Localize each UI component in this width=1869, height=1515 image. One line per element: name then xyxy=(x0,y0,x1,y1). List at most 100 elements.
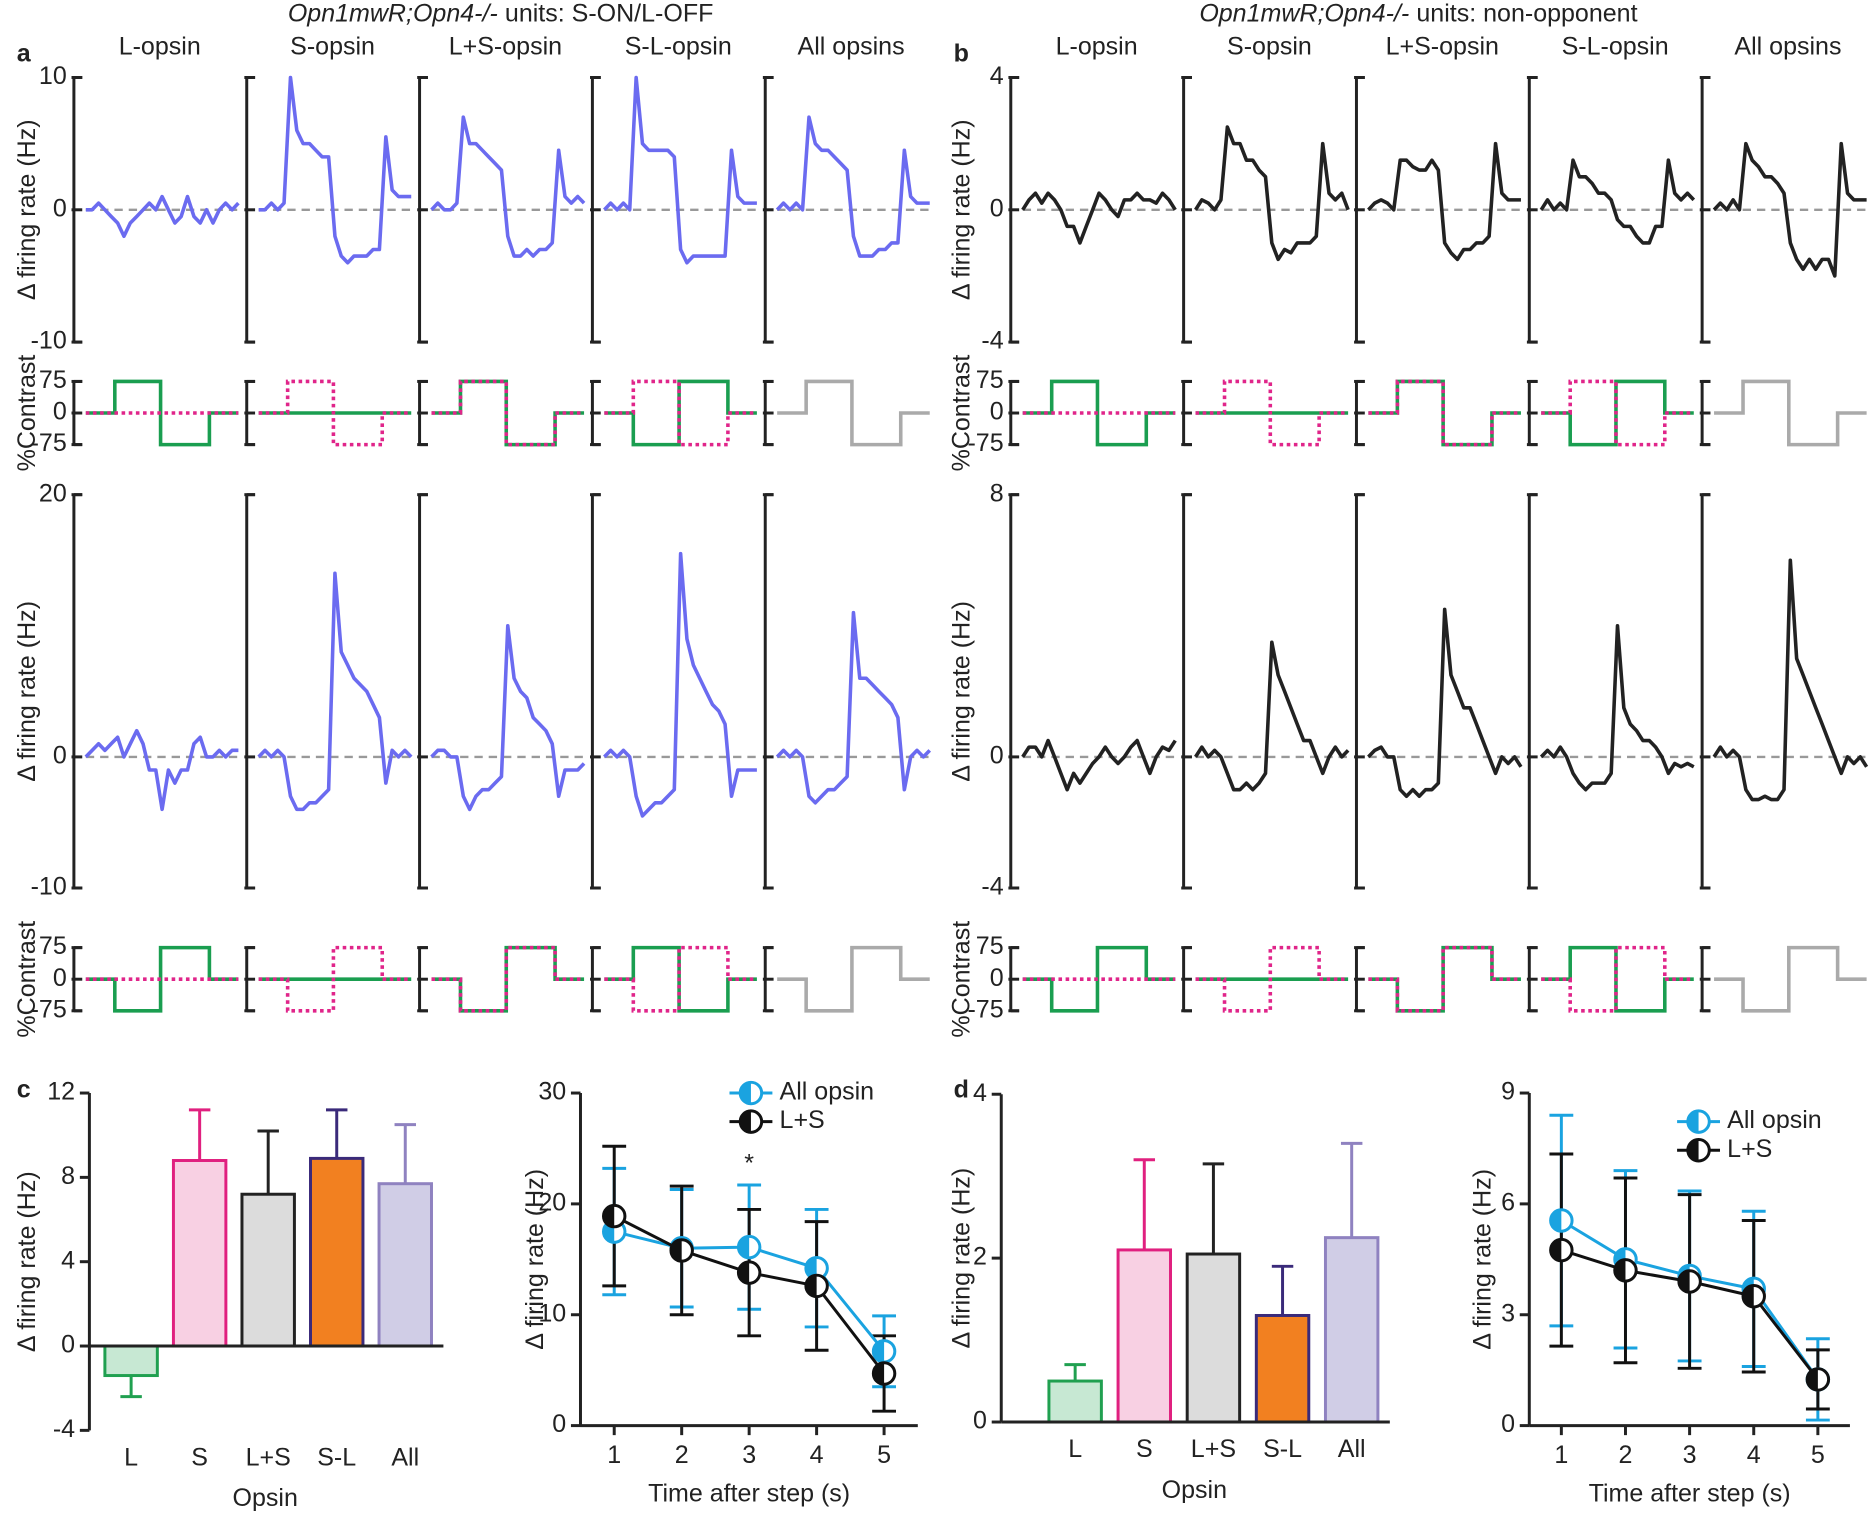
x-axis-label: Time after step (s) xyxy=(648,1479,850,1507)
y-axis-label: %Contrast xyxy=(13,355,41,472)
marker xyxy=(1613,1258,1638,1283)
trace xyxy=(257,571,413,812)
y-tick-label: 75 xyxy=(976,932,1004,960)
y-tick-label: 8 xyxy=(61,1162,75,1190)
bar xyxy=(1047,1379,1103,1424)
column-title: L+S-opsin xyxy=(449,32,562,60)
y-tick-label: 0 xyxy=(1501,1410,1515,1438)
y-tick-label: 3 xyxy=(1501,1299,1515,1327)
marker-half xyxy=(1807,1368,1818,1391)
stimulus xyxy=(1195,945,1349,1013)
stimulus xyxy=(777,379,930,447)
y-tick-label: 20 xyxy=(39,479,67,507)
column-title: S-L-opsin xyxy=(1562,32,1669,60)
marker xyxy=(1805,1367,1831,1392)
x-tick-label: L xyxy=(1068,1435,1082,1463)
trace xyxy=(1539,158,1696,245)
stimulus xyxy=(604,379,757,447)
x-tick-label: 3 xyxy=(1683,1441,1697,1469)
title-units: units: S-ON/L-OFF xyxy=(505,0,714,27)
y-axis-label: Δ firing rate (Hz) xyxy=(948,119,976,300)
y-tick-label: -10 xyxy=(31,327,67,355)
panel-title: Opn1mwR;Opn4-/- units: non-opponent xyxy=(1199,0,1637,27)
legend-label: All opsin xyxy=(780,1078,875,1106)
y-tick-label: 9 xyxy=(1501,1078,1515,1106)
marker-half xyxy=(1614,1259,1626,1282)
y-tick-label: 12 xyxy=(47,1078,75,1106)
y-axis-label: Δ firing rate (Hz) xyxy=(521,1169,549,1350)
trace xyxy=(430,624,586,812)
y-axis-label: %Contrast xyxy=(948,921,976,1038)
x-axis-label: Opsin xyxy=(233,1484,298,1512)
y-tick-label: -10 xyxy=(31,873,67,901)
marker xyxy=(1686,1109,1711,1134)
marker xyxy=(804,1273,829,1299)
y-tick-label: 0 xyxy=(53,742,67,770)
trace xyxy=(1194,125,1350,262)
x-axis-label: Time after step (s) xyxy=(1589,1479,1791,1507)
y-axis-label: Δ firing rate (Hz) xyxy=(13,601,41,782)
y-tick-label: 75 xyxy=(39,366,67,394)
stimulus xyxy=(1541,945,1694,1013)
y-axis-label: Δ firing rate (Hz) xyxy=(13,119,41,300)
column-title: L+S-opsin xyxy=(1386,32,1499,60)
trace xyxy=(1194,640,1350,792)
x-tick-label: L xyxy=(124,1444,138,1472)
y-tick-label: -75 xyxy=(967,995,1003,1023)
y-tick-label: 75 xyxy=(976,366,1004,394)
x-tick-label: 4 xyxy=(810,1441,824,1469)
y-tick-label: 0 xyxy=(973,1407,987,1435)
marker-half xyxy=(603,1205,615,1227)
y-tick-label: 0 xyxy=(53,194,67,222)
bar xyxy=(240,1192,296,1348)
panel-title: Opn1mwR;Opn4-/- units: S-ON/L-OFF xyxy=(288,0,714,27)
stimulus xyxy=(1541,379,1694,447)
y-axis-label: Δ firing rate (Hz) xyxy=(948,1168,976,1349)
y-tick-label: -4 xyxy=(981,327,1003,355)
stimulus xyxy=(431,379,585,447)
column-title: All opsins xyxy=(1734,32,1841,60)
x-tick-label: 3 xyxy=(742,1441,756,1469)
y-tick-label: 4 xyxy=(990,62,1004,90)
marker xyxy=(871,1339,897,1364)
x-tick-label: L+S xyxy=(246,1444,291,1472)
y-tick-label: -75 xyxy=(31,995,67,1023)
trace xyxy=(1367,607,1523,799)
marker xyxy=(1549,1208,1574,1233)
y-axis-label: Δ firing rate (Hz) xyxy=(13,1171,41,1352)
marker xyxy=(1677,1269,1702,1294)
marker xyxy=(736,1260,762,1285)
annotation: * xyxy=(744,1150,754,1178)
bar xyxy=(1254,1313,1311,1424)
y-tick-label: 0 xyxy=(990,194,1004,222)
bar xyxy=(1116,1248,1172,1424)
marker-half xyxy=(1687,1139,1699,1161)
marker xyxy=(669,1238,694,1263)
y-tick-label: -4 xyxy=(981,873,1003,901)
bar xyxy=(309,1156,365,1348)
y-tick-label: 0 xyxy=(53,398,67,426)
stimulus xyxy=(777,945,930,1013)
trace xyxy=(258,75,412,265)
stimulus xyxy=(258,945,412,1013)
marker-half xyxy=(1678,1270,1690,1293)
marker-half xyxy=(738,1261,750,1284)
bar xyxy=(1323,1236,1380,1424)
stimulus xyxy=(1368,379,1521,447)
marker xyxy=(871,1361,897,1386)
marker-half xyxy=(1550,1209,1562,1232)
y-tick-label: 20 xyxy=(538,1189,566,1217)
legend-label: All opsin xyxy=(1727,1106,1822,1134)
y-tick-label: 0 xyxy=(53,964,67,992)
marker-half xyxy=(873,1340,885,1363)
y-tick-label: 2 xyxy=(973,1243,987,1271)
stimulus xyxy=(258,379,412,447)
legend-label: L+S xyxy=(1727,1135,1772,1163)
marker xyxy=(736,1234,762,1260)
column-title: S-opsin xyxy=(1227,32,1312,60)
y-tick-label: 0 xyxy=(990,398,1004,426)
trace xyxy=(1712,141,1867,278)
x-tick-label: 4 xyxy=(1747,1441,1761,1469)
